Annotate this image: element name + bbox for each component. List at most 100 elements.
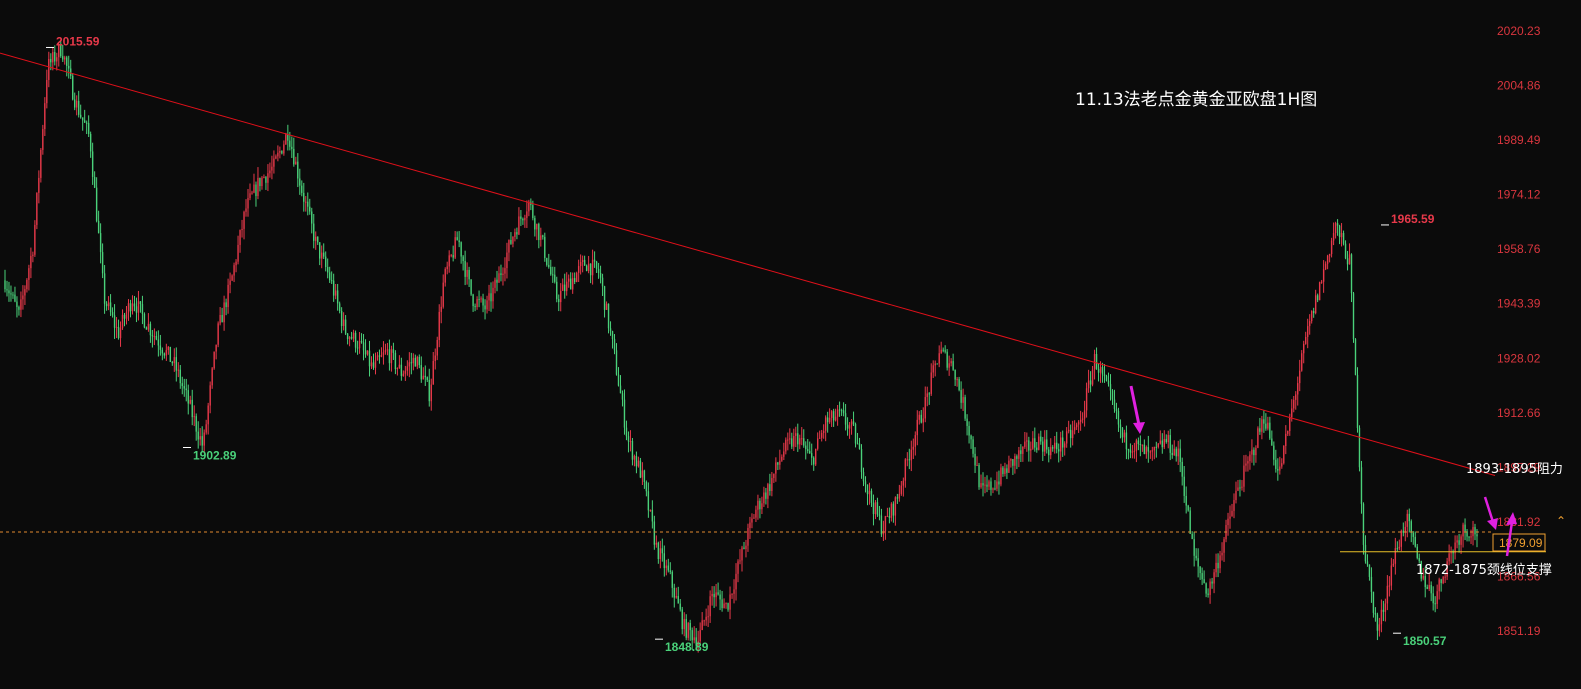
candle-body [783, 451, 785, 457]
candle-body [336, 290, 339, 304]
candle-body [440, 306, 442, 312]
candle-body [1422, 575, 1424, 579]
candle-body [789, 438, 791, 440]
candle-body [1458, 540, 1460, 545]
candle-body [273, 158, 275, 167]
candle-body [1454, 542, 1456, 554]
candle-body [914, 435, 916, 447]
candle-body [699, 630, 701, 642]
candle-body [70, 68, 72, 76]
candle-body [599, 272, 602, 278]
candle-body [587, 263, 590, 271]
candle-body [733, 589, 735, 594]
candle-body [1131, 451, 1134, 453]
candle-body [1416, 546, 1418, 559]
candle-body [117, 326, 120, 339]
candle-body [74, 99, 76, 108]
candle-body [1061, 437, 1064, 448]
candle-body [1430, 584, 1432, 594]
candle-body [631, 441, 634, 460]
candle-body [868, 490, 871, 495]
candle-body [697, 641, 699, 646]
candle-body [508, 240, 510, 253]
candle-body [552, 274, 554, 276]
candle-body [181, 383, 183, 387]
candle-body [1063, 443, 1066, 448]
candle-body [1215, 562, 1217, 573]
candle-body [661, 548, 664, 554]
candle-body [167, 346, 170, 351]
candle-body [500, 273, 502, 276]
candle-body [522, 218, 524, 221]
candle-body [1189, 510, 1191, 534]
candle-body [131, 303, 134, 312]
candle-body [900, 485, 903, 494]
candle-body [1255, 447, 1257, 456]
candle-body [1109, 384, 1112, 391]
candle-body [1067, 429, 1070, 432]
candle-body [524, 217, 526, 221]
candle-body [767, 484, 769, 499]
candle-body [1111, 390, 1114, 400]
candle-body [297, 161, 299, 179]
candle-body [1308, 321, 1311, 327]
candle-body [1408, 513, 1410, 522]
high-label: 2015.59 [56, 34, 100, 48]
candle-body [601, 277, 604, 287]
candle-body [432, 360, 434, 385]
candle-body [281, 150, 283, 154]
candle-body [579, 262, 582, 267]
candle-body [880, 515, 883, 535]
candle-body [1177, 448, 1179, 457]
candle-body [12, 294, 14, 296]
candle-body [1117, 411, 1120, 425]
candle-body [874, 502, 877, 515]
candle-body [621, 393, 624, 400]
candle-body [257, 177, 259, 197]
candle-body [400, 364, 403, 376]
candle-body [938, 353, 940, 364]
candle-body [42, 129, 44, 150]
candle-body [593, 259, 596, 262]
candle-body [982, 483, 984, 486]
candle-body [456, 237, 458, 241]
candle-body [695, 637, 697, 646]
current-price-label: 1879.09 [1499, 536, 1543, 550]
candle-body [255, 184, 257, 197]
candle-body [283, 144, 285, 154]
candle-body [1297, 383, 1299, 395]
candle-body [625, 427, 628, 437]
candle-body [665, 565, 668, 569]
candle-body [1414, 536, 1416, 547]
candle-body [1038, 436, 1040, 450]
candle-body [526, 211, 528, 218]
candle-body [1283, 445, 1285, 464]
candle-body [394, 352, 397, 370]
candle-body [342, 319, 345, 326]
candle-body [1269, 422, 1271, 439]
candle-body [637, 460, 640, 467]
candle-body [1169, 435, 1171, 453]
price-tick-label: 2020.23 [1497, 24, 1541, 38]
candle-body [370, 362, 373, 367]
candle-body [430, 384, 432, 402]
candle-body [966, 418, 968, 426]
candle-body [54, 52, 56, 62]
candle-body [1336, 223, 1339, 226]
candle-body [1247, 461, 1249, 464]
candle-body [924, 397, 926, 419]
candle-body [876, 502, 879, 515]
candle-body [89, 133, 92, 152]
candle-body [1259, 428, 1261, 432]
candle-body [56, 57, 58, 62]
scroll-up-icon[interactable]: ⌃ [1556, 514, 1566, 528]
candle-body [888, 516, 891, 518]
candle-body [805, 445, 807, 450]
candle-body [1133, 450, 1136, 452]
candle-body [1350, 254, 1353, 294]
candle-body [1028, 440, 1030, 451]
candle-body [76, 100, 78, 108]
candle-body [1205, 583, 1207, 594]
candle-body [34, 224, 36, 255]
candle-body [1058, 449, 1060, 452]
